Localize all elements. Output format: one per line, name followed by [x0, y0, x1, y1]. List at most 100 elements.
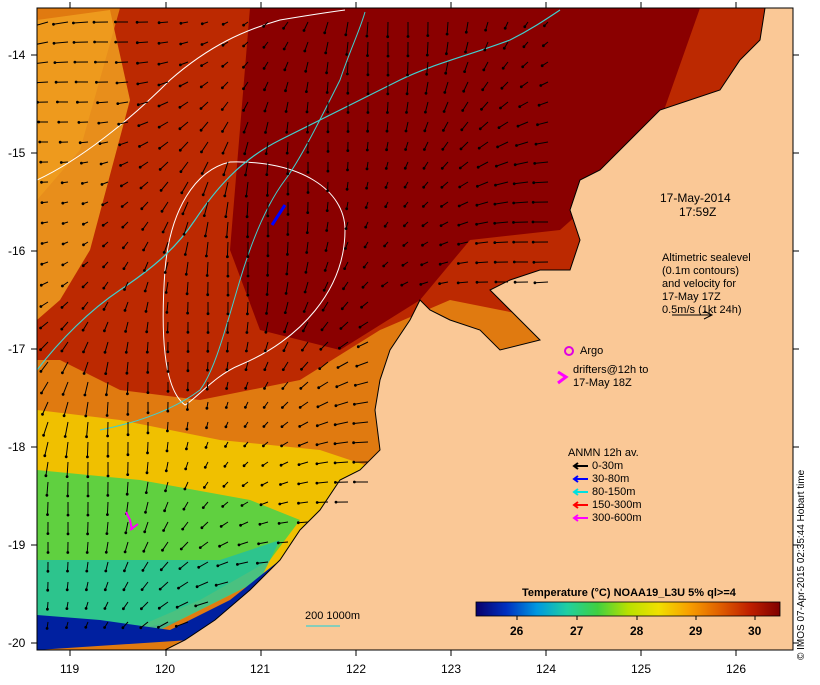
velocity-arrow-head	[326, 91, 329, 94]
velocity-arrow-head	[179, 106, 182, 109]
velocity-arrow-head	[494, 203, 497, 206]
velocity-arrow-head	[247, 275, 250, 278]
altimetry-line: Altimetric sealevel	[662, 252, 751, 265]
velocity-arrow-head	[422, 224, 425, 227]
velocity-arrow-head	[367, 73, 370, 76]
velocity-arrow-head	[280, 464, 283, 467]
velocity-arrow-head	[61, 350, 64, 353]
anmn-legend-label: 150-300m	[592, 499, 642, 512]
velocity-arrow-head	[245, 368, 248, 371]
velocity-arrow-head	[480, 108, 483, 111]
velocity-arrow-head	[62, 222, 65, 225]
velocity-arrow-head	[263, 46, 266, 49]
velocity-arrow-head	[441, 148, 444, 151]
velocity-arrow-head	[259, 523, 262, 526]
velocity-arrow-head	[76, 101, 79, 104]
velocity-arrow-head	[316, 462, 319, 465]
velocity-arrow-head	[180, 191, 183, 194]
velocity-arrow-head	[538, 104, 541, 107]
velocity-arrow-head	[73, 41, 76, 44]
velocity-arrow-head	[366, 130, 369, 133]
velocity-arrow-head	[186, 389, 189, 392]
velocity-arrow-head	[65, 455, 68, 458]
velocity-arrow-head	[462, 90, 465, 93]
velocity-arrow-head	[364, 246, 367, 249]
velocity-arrow	[247, 302, 248, 314]
velocity-arrow-head	[136, 83, 139, 86]
velocity-arrow-head	[425, 73, 428, 76]
velocity-arrow-head	[164, 489, 167, 492]
velocity-arrow-head	[476, 185, 479, 188]
velocity-arrow-head	[66, 607, 69, 610]
velocity-arrow-head	[366, 54, 369, 57]
velocity-arrow-head	[126, 493, 129, 496]
velocity-arrow-head	[46, 627, 49, 630]
velocity-arrow-head	[496, 146, 499, 149]
velocity-arrow-head	[185, 273, 188, 276]
velocity-arrow-head	[141, 588, 144, 591]
velocity-arrow-head	[63, 414, 66, 417]
velocity-arrow-head	[216, 564, 219, 567]
velocity-arrow-head	[406, 92, 409, 95]
velocity-arrow-head	[185, 448, 188, 451]
velocity-arrow-head	[265, 152, 268, 155]
argo-label: Argo	[580, 345, 603, 358]
velocity-arrow-head	[265, 312, 268, 315]
velocity-arrow-head	[138, 145, 141, 148]
velocity-arrow-head	[39, 327, 42, 330]
velocity-arrow-head	[366, 35, 369, 38]
velocity-arrow-head	[327, 170, 330, 173]
velocity-arrow	[495, 242, 508, 243]
velocity-arrow-head	[457, 224, 460, 227]
velocity-arrow-head	[536, 123, 539, 126]
velocity-arrow-head	[179, 567, 182, 570]
velocity-arrow-head	[307, 171, 310, 174]
credit-text: © IMOS 07-Apr-2015 02:35:44 Hobart time	[796, 470, 807, 660]
altimetry-note: Altimetric sealevel (0.1m contours) and …	[662, 252, 751, 317]
velocity-arrow-head	[244, 174, 247, 177]
velocity-arrow-head	[284, 89, 287, 92]
velocity-arrow-head	[224, 465, 227, 468]
velocity-arrow-head	[57, 121, 60, 124]
velocity-arrow-head	[117, 123, 120, 126]
velocity-arrow-head	[346, 73, 349, 76]
velocity-arrow-head	[352, 461, 355, 464]
velocity-arrow-head	[299, 406, 302, 409]
velocity-arrow-head	[404, 186, 407, 189]
velocity-arrow	[308, 122, 309, 132]
velocity-arrow-head	[298, 444, 301, 447]
velocity-arrow-head	[535, 143, 538, 146]
velocity-arrow-head	[461, 109, 464, 112]
velocity-arrow-head	[263, 425, 266, 428]
drifters-note: drifters@12h to 17-May 18Z	[573, 364, 648, 390]
velocity-arrow-head	[247, 255, 250, 258]
velocity-arrow-head	[42, 434, 45, 437]
velocity-arrow-head	[424, 111, 427, 114]
velocity-arrow-head	[442, 129, 445, 132]
velocity-arrow-head	[423, 129, 426, 132]
velocity-arrow-head	[345, 207, 348, 210]
velocity-arrow-head	[363, 266, 366, 269]
velocity-arrow-head	[279, 483, 282, 486]
velocity-arrow-head	[225, 425, 228, 428]
velocity-arrow-head	[166, 450, 169, 453]
velocity-arrow-head	[204, 235, 207, 238]
velocity-arrow-head	[115, 61, 118, 64]
velocity-arrow-head	[116, 102, 119, 105]
velocity-arrow-head	[162, 231, 165, 234]
lon-tick-label: 119	[60, 662, 79, 676]
velocity-arrow-head	[60, 161, 63, 164]
velocity-arrow-head	[225, 387, 228, 390]
velocity-arrow	[127, 382, 128, 394]
velocity-arrow-head	[41, 201, 44, 204]
velocity-arrow-head	[206, 350, 209, 353]
velocity-arrow-head	[386, 111, 389, 114]
velocity-arrow-head	[325, 71, 328, 74]
velocity-arrow-head	[114, 41, 117, 44]
velocity-arrow-head	[347, 111, 350, 114]
colorbar-tick-label: 29	[689, 624, 702, 638]
velocity-arrow-head	[307, 191, 310, 194]
velocity-arrow-head	[202, 193, 205, 196]
velocity-arrow-head	[167, 390, 170, 393]
